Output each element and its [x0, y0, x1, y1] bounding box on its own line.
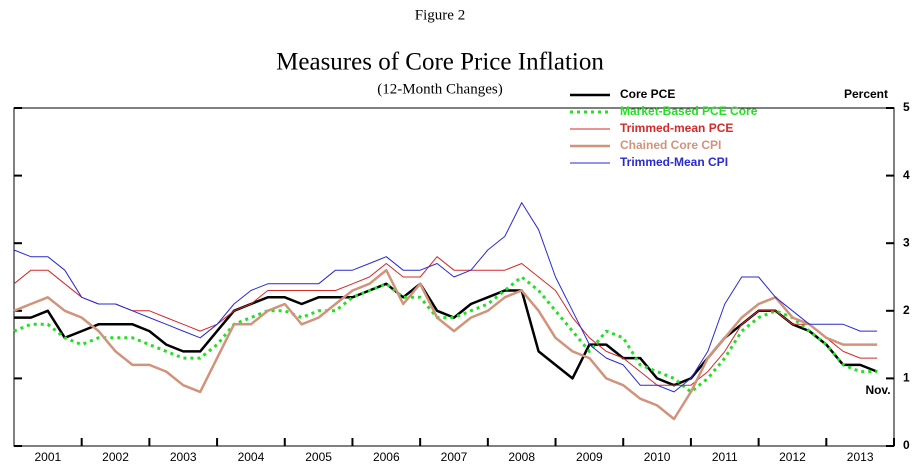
legend-label: Core PCE: [620, 87, 675, 101]
x-tick-label: 2010: [644, 450, 671, 464]
x-tick-label: 2003: [170, 450, 197, 464]
series-line: [13, 268, 878, 421]
y-tick-label: 3: [903, 235, 910, 249]
x-tick-label: 2012: [779, 450, 806, 464]
series-line: [13, 202, 878, 393]
x-tick-label: 2009: [576, 450, 603, 464]
y-tick-label: 0: [903, 438, 910, 452]
chart-subtitle: (12-Month Changes): [377, 81, 502, 97]
x-tick-label: 2013: [847, 450, 874, 464]
annotation: Nov.: [865, 383, 890, 397]
legend-label: Market-Based PCE Core: [620, 104, 758, 118]
x-tick-label: 2006: [373, 450, 400, 464]
series-line: [14, 282, 878, 387]
y-tick-label: 5: [903, 100, 910, 114]
y-tick-label: 1: [903, 371, 910, 385]
legend-label: Trimmed-Mean CPI: [620, 155, 728, 169]
y-axis-label: Percent: [844, 87, 888, 101]
plot-frame: [13, 107, 895, 447]
chart-title: Measures of Core Price Inflation: [276, 49, 604, 76]
y-tick-label: 4: [903, 168, 910, 182]
x-tick-label: 2005: [305, 450, 332, 464]
x-tick-label: 2004: [238, 450, 265, 464]
x-tick-label: 2002: [102, 450, 129, 464]
x-tick-label: 2008: [508, 450, 535, 464]
x-tick-label: 2011: [712, 450, 738, 464]
x-tick-label: 2001: [34, 450, 61, 464]
legend-label: Chained Core CPI: [620, 138, 721, 152]
figure-label: Figure 2: [415, 7, 465, 23]
series-line: [13, 275, 878, 394]
series-line: [13, 256, 878, 386]
legend-label: Trimmed-mean PCE: [620, 121, 733, 135]
x-tick-label: 2007: [441, 450, 468, 464]
y-tick-label: 2: [903, 303, 910, 317]
